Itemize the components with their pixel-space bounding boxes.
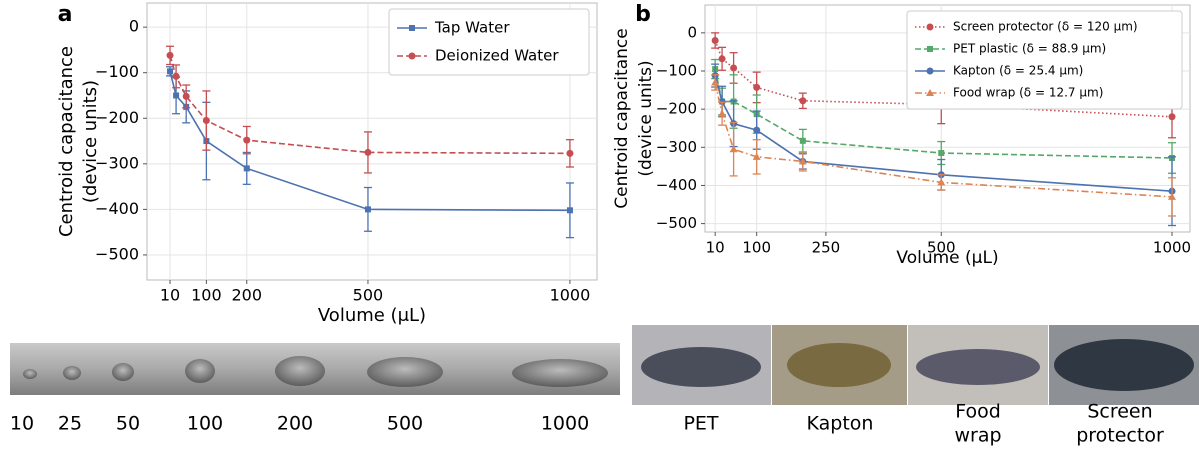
marker — [730, 64, 738, 72]
marker — [182, 92, 190, 100]
y-tick-label: −200 — [656, 100, 697, 118]
x-tick-label: 10 — [706, 239, 725, 257]
marker — [172, 72, 180, 80]
droplet-label: 200 — [277, 413, 313, 435]
droplet — [512, 359, 608, 387]
y-tick-label: 0 — [687, 23, 697, 41]
droplet-label: 10 — [10, 413, 34, 435]
droplet — [367, 357, 443, 387]
droplet-label: 25 — [58, 413, 82, 435]
y-tick-label: −500 — [656, 214, 697, 232]
droplet — [185, 359, 215, 383]
substrate-label: protector — [1076, 425, 1164, 447]
droplet-label: 500 — [387, 413, 423, 435]
marker — [243, 136, 251, 144]
marker — [937, 178, 946, 186]
panel-label: b — [635, 2, 651, 27]
y-axis-label: (device units) — [80, 80, 101, 203]
panel-label: a — [58, 2, 73, 27]
marker — [364, 206, 371, 213]
marker — [718, 109, 727, 117]
droplet — [275, 356, 325, 386]
marker — [1168, 192, 1177, 200]
y-tick-label: −400 — [656, 176, 697, 194]
marker — [927, 46, 933, 52]
marker — [566, 207, 573, 214]
y-tick-label: −400 — [95, 199, 139, 218]
marker — [799, 137, 806, 144]
marker — [711, 36, 719, 44]
droplet-label: 50 — [116, 413, 140, 435]
y-tick-label: 0 — [129, 17, 139, 36]
marker — [753, 126, 761, 134]
x-tick-label: 100 — [191, 286, 222, 305]
x-axis-label: Volume (μL) — [896, 248, 998, 268]
droplet — [787, 343, 891, 387]
y-tick-label: −300 — [656, 138, 697, 156]
marker — [202, 117, 210, 125]
x-tick-label: 250 — [812, 239, 841, 257]
y-tick-label: −300 — [95, 153, 139, 172]
substrate-label: wrap — [954, 425, 1001, 447]
droplet — [112, 363, 134, 381]
substrate-label: Kapton — [807, 413, 874, 435]
droplet-label: 100 — [187, 413, 223, 435]
marker — [409, 25, 415, 31]
substrate-label: Screen — [1087, 401, 1152, 423]
x-tick-label: 100 — [742, 239, 771, 257]
y-tick-label: −500 — [95, 244, 139, 263]
x-tick-label: 1000 — [550, 286, 591, 305]
substrate-label: Food — [955, 401, 1001, 423]
legend — [388, 8, 590, 76]
marker — [938, 150, 945, 157]
marker — [408, 52, 416, 60]
marker — [926, 23, 934, 31]
droplet — [63, 366, 81, 380]
legend-label: Kapton (δ = 25.4 µm) — [953, 64, 1083, 78]
x-tick-label: 10 — [160, 286, 180, 305]
marker — [752, 152, 761, 160]
y-axis-label: Centroid capacitance — [56, 46, 77, 237]
legend-label: Tap Water — [434, 19, 510, 37]
droplet — [23, 369, 37, 379]
droplet-label: 1000 — [541, 413, 589, 435]
marker — [729, 145, 738, 153]
marker — [926, 89, 934, 96]
y-tick-label: −100 — [95, 62, 139, 81]
y-tick-label: −100 — [656, 62, 697, 80]
marker — [798, 157, 807, 165]
legend-label: Screen protector (δ = 120 µm) — [953, 20, 1138, 34]
marker — [566, 149, 574, 157]
legend-label: Food wrap (δ = 12.7 µm) — [953, 86, 1103, 100]
y-axis-label: Centroid capacitance — [612, 28, 632, 208]
x-tick-label: 200 — [232, 286, 263, 305]
marker — [173, 92, 180, 99]
marker — [243, 165, 250, 172]
marker — [926, 67, 934, 75]
y-tick-label: −200 — [95, 108, 139, 127]
marker — [1168, 113, 1176, 121]
legend-label: Deionized Water — [435, 47, 559, 65]
droplet — [916, 349, 1040, 385]
marker — [799, 97, 807, 105]
marker — [718, 55, 726, 63]
y-axis-label: (device units) — [636, 60, 656, 176]
x-tick-label: 500 — [353, 286, 384, 305]
droplet — [641, 347, 761, 387]
x-tick-label: 500 — [927, 239, 956, 257]
x-tick-label: 1000 — [1153, 239, 1191, 257]
substrate-label: PET — [683, 413, 718, 435]
marker — [166, 51, 174, 59]
droplet — [1054, 339, 1194, 391]
photos — [10, 325, 1199, 405]
x-axis-label: Volume (μL) — [318, 305, 426, 326]
marker — [711, 78, 720, 86]
marker — [753, 83, 761, 91]
marker — [364, 148, 372, 156]
legend-label: PET plastic (δ = 88.9 µm) — [953, 42, 1106, 56]
legend — [906, 10, 1183, 110]
marker — [167, 68, 174, 75]
